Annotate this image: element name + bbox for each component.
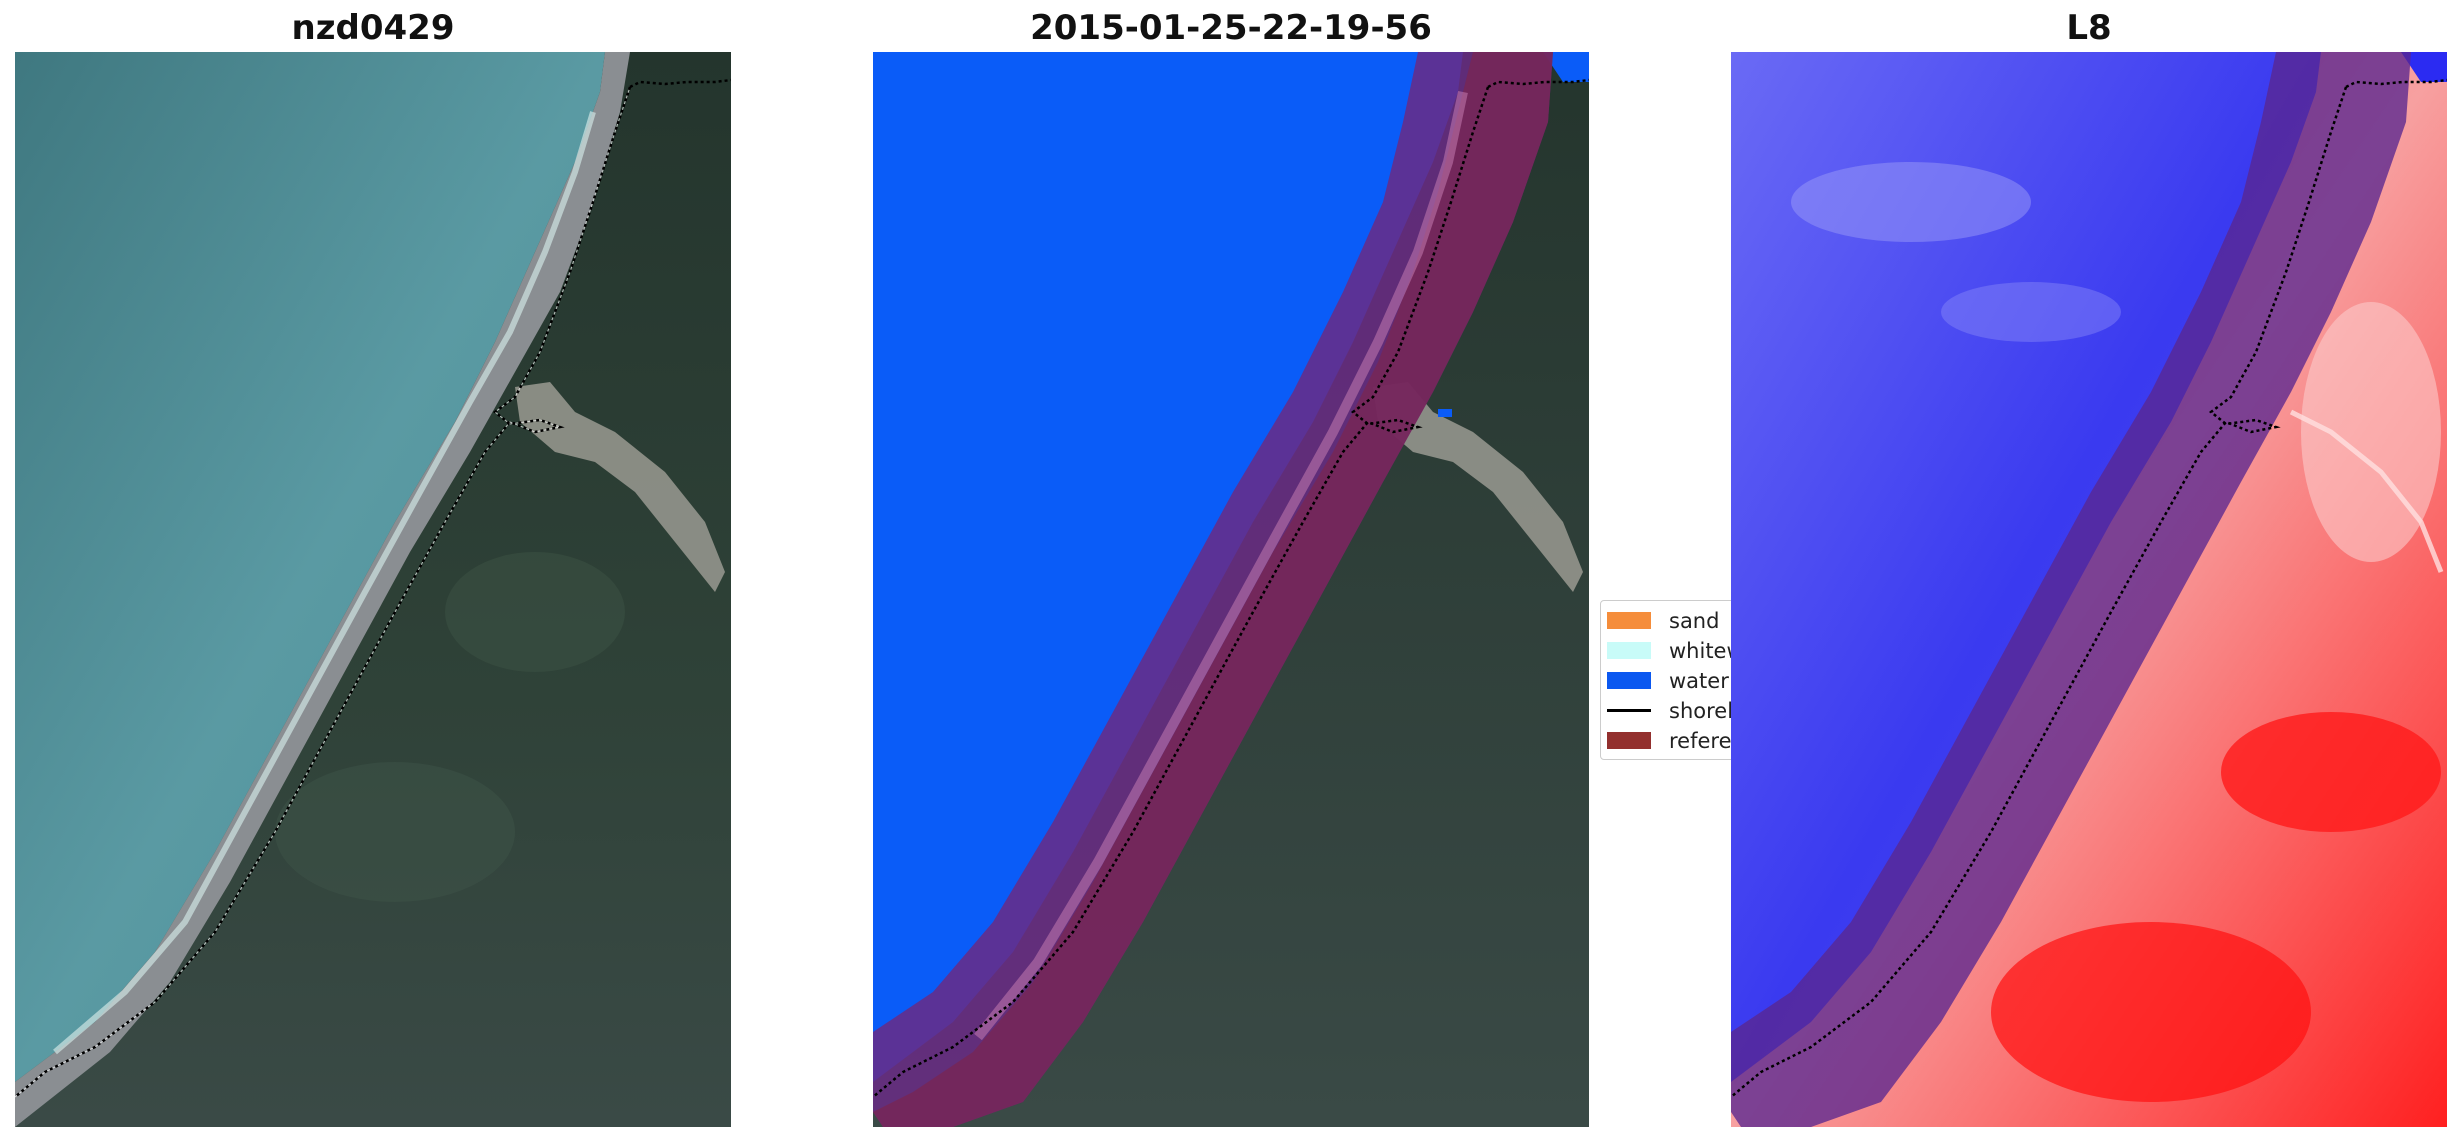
legend-swatch-shoreline [1607, 709, 1651, 712]
reference-buffer-land [873, 52, 1553, 1127]
rgb-image-panel [15, 52, 731, 1127]
panel-title-left: nzd0429 [291, 8, 455, 48]
legend: sand whitew water shorel referen [1600, 600, 1740, 760]
legend-swatch-water [1607, 672, 1651, 689]
panel-title-middle: 2015-01-25-22-19-56 [1030, 8, 1432, 48]
land-index-patch [2221, 712, 2441, 832]
legend-label: water [1669, 669, 1729, 693]
sand-class-strip [974, 90, 1468, 1041]
surf-foam [53, 111, 596, 1055]
classified-image [873, 52, 1589, 1127]
legend-label: whitew [1669, 639, 1740, 663]
index-image [1731, 52, 2447, 1127]
legend-label: sand [1669, 609, 1720, 633]
water-class-pixel [1438, 409, 1452, 417]
river-mouth [515, 382, 725, 592]
river-mouth [1373, 382, 1583, 592]
sea-area [15, 52, 605, 1082]
forest-patch [445, 552, 625, 672]
legend-swatch-sand [1607, 612, 1651, 629]
index-image-panel [1731, 52, 2447, 1127]
rgb-satellite-image [15, 52, 731, 1127]
reference-buffer [1731, 52, 2411, 1127]
river-mouth-bright [2289, 409, 2444, 573]
cloud-haze [1791, 162, 2031, 242]
legend-swatch-whitewater [1607, 642, 1651, 659]
classified-image-panel [873, 52, 1589, 1127]
water-index-area [1731, 52, 2321, 1082]
cloud-haze [1941, 282, 2121, 342]
land-index-patch [1991, 922, 2311, 1102]
legend-swatch-reference [1607, 732, 1651, 749]
land-index-patch [2301, 302, 2441, 562]
legend-label: referen [1669, 729, 1740, 753]
water-index-corner [2401, 52, 2447, 82]
water-class-corner [1543, 52, 1589, 82]
legend-label: shorel [1669, 699, 1734, 723]
panel-title-right: L8 [2066, 8, 2112, 48]
forest-patch [275, 762, 515, 902]
water-class-area [873, 52, 1463, 1082]
